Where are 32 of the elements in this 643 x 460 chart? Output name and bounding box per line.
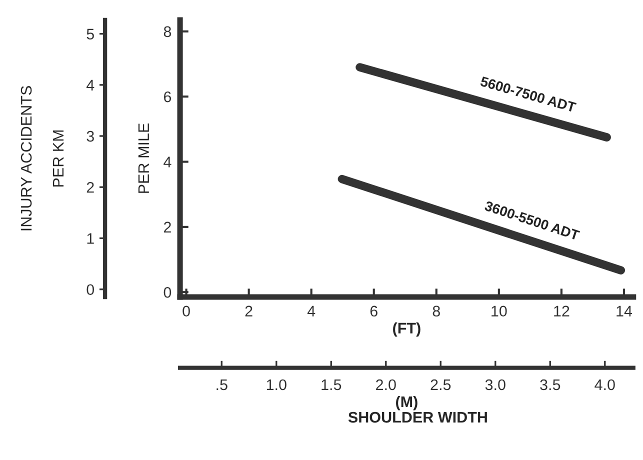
y2-tick-label: 1 [87,233,94,244]
x2-tick-label: 4.0 [594,379,615,390]
y2-tick-label: 0 [86,284,94,296]
y-tick-label: 8 [164,26,172,38]
x-tick-label: 10 [492,306,507,317]
x2-tick-label: 3.0 [485,379,506,390]
y-axis-title: PER MILE [138,124,149,193]
text: INJURY ACCIDENTS PER KM [20,86,64,230]
x2-axis-title: (M) [396,396,418,410]
x2-tick-label: 3.5 [540,379,560,390]
x2-tick-label: 1.5 [322,380,342,390]
y2-tick-label: 5 [86,28,94,40]
x-tick-label: 12 [554,306,570,316]
x2-tick-label: 2.0 [376,379,396,390]
x2-tick-label: .5 [216,380,228,390]
y2-tick-label: 2 [86,182,94,193]
x2-tick-label: 2.5 [430,379,451,390]
x-tick-label: 0 [182,306,190,317]
x-tick-label: 2 [245,306,252,316]
x-tick-label: 4 [307,306,316,316]
x-tick-label: 8 [432,306,440,317]
y2-tick-label: 4 [86,80,94,90]
text: SHOULDER WIDTH [348,412,487,423]
x-axis-title: (FT) [393,322,420,337]
x-tick-label: 14 [616,306,632,316]
y-tick-label: 4 [164,156,172,168]
y-tick-label: 6 [164,91,172,102]
x2-tick-label: 1.0 [266,379,286,390]
y-tick-label: 0 [164,286,172,298]
y-tick-label: 2 [164,222,171,232]
y2-tick-label: 3 [86,130,94,142]
x-tick-label: 6 [370,306,378,317]
